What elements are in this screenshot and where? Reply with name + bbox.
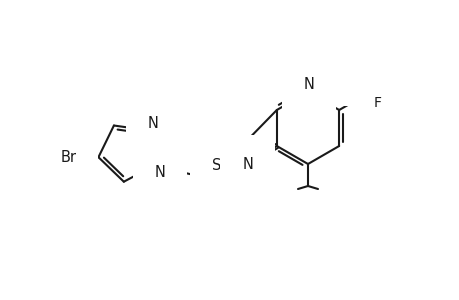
Text: N: N [147,116,158,131]
Text: F: F [352,71,360,85]
Text: N: N [241,157,252,172]
Text: N: N [154,165,165,180]
Text: F: F [373,96,381,110]
Text: F: F [373,75,381,89]
Text: Br: Br [60,150,76,165]
Text: S: S [212,158,221,173]
Text: N: N [303,76,314,92]
